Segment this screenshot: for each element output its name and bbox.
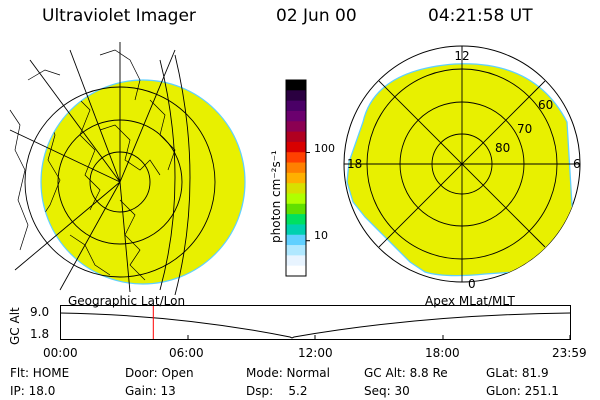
colorbar-frame	[285, 79, 307, 277]
altitude-plot	[60, 305, 571, 340]
altitude-xtick-0600: 06:00	[169, 346, 204, 360]
mlat-label-80: 80	[495, 141, 510, 155]
colorbar-swatch	[286, 265, 306, 277]
geographic-map	[9, 42, 246, 295]
colorbar-swatch	[286, 121, 306, 133]
info-door: Door: Open	[125, 366, 194, 380]
info-ip: IP: 18.0	[10, 384, 56, 398]
altitude-xtick-2359: 23:59	[552, 346, 587, 360]
altitude-ylabel: GC Alt	[8, 307, 22, 345]
mlat-label-70: 70	[517, 122, 532, 136]
colorbar-swatch	[286, 131, 306, 143]
instrument-title: Ultraviolet Imager	[42, 6, 196, 26]
mlt-label-0: 0	[468, 277, 476, 291]
geo-grid	[9, 42, 216, 295]
colorbar-tick-10: 10	[314, 229, 328, 242]
altitude-ytick-high: 9.0	[30, 305, 50, 319]
altitude-xtick-1800: 18:00	[425, 346, 460, 360]
colorbar-swatch	[286, 234, 306, 246]
mlt-label-12: 12	[454, 49, 469, 63]
mlt-label-6: 6	[573, 157, 581, 171]
colorbar-swatch	[286, 183, 306, 194]
colorbar-unit-label: photon cm⁻²s⁻¹	[269, 150, 283, 243]
colorbar-swatch	[286, 152, 306, 164]
mlat-label-60: 60	[538, 98, 553, 112]
colorbar-swatch	[286, 110, 306, 122]
colorbar-swatch	[286, 80, 306, 91]
info-seq: Seq: 30	[364, 384, 410, 398]
info-dsp: Dsp: 5.2	[246, 384, 308, 398]
colorbar-swatch	[286, 203, 306, 215]
outer-coastlines	[9, 49, 141, 251]
left-image-disk	[40, 79, 246, 285]
colorbar-swatch	[286, 224, 306, 236]
time-label: 04:21:58 UT	[428, 6, 533, 26]
colorbar-swatch	[286, 100, 306, 112]
altitude-xtick-0000: 00:00	[43, 346, 78, 360]
colorbar-swatch	[286, 90, 306, 102]
altitude-x-ticks	[60, 335, 571, 340]
left-map-caption: Geographic Lat/Lon	[68, 294, 186, 308]
colorbar-swatch	[286, 162, 306, 174]
info-glon: GLon: 251.1	[486, 384, 559, 398]
info-mode: Mode: Normal	[246, 366, 330, 380]
colorbar-swatch	[286, 193, 306, 205]
date-label: 02 Jun 00	[276, 6, 357, 26]
colorbar-swatch	[286, 214, 306, 225]
altitude-ytick-low: 1.8	[30, 327, 50, 341]
colorbar-swatch	[286, 172, 306, 184]
magnetic-map: 12 18 6 0 60 70 80	[343, 45, 581, 291]
right-map-caption: Apex MLat/MLT	[425, 294, 515, 308]
info-flight: Flt: HOME	[10, 366, 70, 380]
colorbar-tick-100: 100	[314, 142, 335, 155]
colorbar-swatch	[286, 255, 306, 267]
info-gc-alt: GC Alt: 8.8 Re	[364, 366, 448, 380]
altitude-xtick-1200: 12:00	[298, 346, 333, 360]
mlt-ticks	[344, 46, 580, 165]
mlat-grid	[344, 46, 580, 282]
info-gain: Gain: 13	[125, 384, 176, 398]
colorbar-swatch	[286, 141, 306, 153]
altitude-curve	[60, 312, 571, 339]
altitude-plot-frame	[60, 305, 571, 340]
info-glat: GLat: 81.9	[486, 366, 549, 380]
colorbar-swatch	[286, 245, 306, 256]
colorbar	[285, 79, 310, 277]
mlt-label-18: 18	[347, 157, 362, 171]
